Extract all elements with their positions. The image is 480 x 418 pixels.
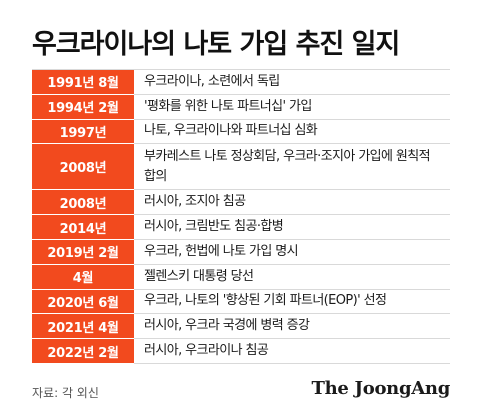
page-title: 우크라이나의 나토 가입 추진 일지 xyxy=(32,29,400,60)
timeline-event: 부카레스트 나토 정상회담, 우크라·조지아 가입에 원칙적 합의 xyxy=(144,148,431,184)
timeline-date: 2020년 6월 xyxy=(32,289,134,315)
timeline-date: 2008년 xyxy=(32,190,134,216)
timeline-event: 나토, 우크라이나와 파트너십 심화 xyxy=(144,123,318,139)
timeline-date: 2021년 4월 xyxy=(32,314,134,340)
timeline-row: 2020년 6월 우크라, 나토의 '향상된 기회 파트너(EOP)' 선정 xyxy=(32,289,450,315)
timeline-date: 1997년 xyxy=(32,119,134,145)
timeline-date: 2014년 xyxy=(32,215,134,240)
timeline-date: 2022년 2월 xyxy=(32,339,134,364)
timeline-date: 1994년 2월 xyxy=(32,94,134,120)
timeline-event: 우크라, 나토의 '향상된 기회 파트너(EOP)' 선정 xyxy=(144,293,387,309)
timeline-date: 1991년 8월 xyxy=(32,70,134,95)
timeline-event: 러시아, 우크라 국경에 병력 증강 xyxy=(144,318,310,334)
timeline-event: 러시아, 크림반도 침공·합병 xyxy=(144,219,284,235)
source-note: 자료: 각 외신 xyxy=(32,386,99,400)
timeline-row: 2022년 2월 러시아, 우크라이나 침공 xyxy=(32,339,450,364)
timeline-date: 2019년 2월 xyxy=(32,239,134,265)
timeline-event: 러시아, 우크라이나 침공 xyxy=(144,343,269,359)
timeline-row: 2008년 러시아, 조지아 침공 xyxy=(32,190,450,216)
timeline-row: 1994년 2월 '평화를 위한 나토 파트너십' 가입 xyxy=(32,94,450,120)
publisher-logo: The JoongAng xyxy=(311,378,451,399)
timeline-row: 2019년 2월 우크라, 헌법에 나토 가입 명시 xyxy=(32,239,450,265)
timeline-row: 2008년 부카레스트 나토 정상회담, 우크라·조지아 가입에 원칙적 합의 xyxy=(32,144,450,191)
timeline-date: 4월 xyxy=(32,264,134,290)
timeline-event: 러시아, 조지아 침공 xyxy=(144,194,246,210)
timeline-event: 젤렌스키 대통령 당선 xyxy=(144,268,254,284)
timeline-row: 1991년 8월 우크라이나, 소련에서 독립 xyxy=(32,69,450,95)
timeline-event: 우크라, 헌법에 나토 가입 명시 xyxy=(144,243,299,259)
timeline-event: '평화를 위한 나토 파트너십' 가입 xyxy=(144,98,312,114)
timeline-row: 2021년 4월 러시아, 우크라 국경에 병력 증강 xyxy=(32,314,450,340)
timeline-table: 1991년 8월 우크라이나, 소련에서 독립 1994년 2월 '평화를 위한… xyxy=(32,69,450,364)
timeline-row: 1997년 나토, 우크라이나와 파트너십 심화 xyxy=(32,119,450,145)
timeline-row: 4월 젤렌스키 대통령 당선 xyxy=(32,264,450,290)
timeline-event: 우크라이나, 소련에서 독립 xyxy=(144,73,280,89)
timeline-date: 2008년 xyxy=(32,144,134,191)
timeline-row: 2014년 러시아, 크림반도 침공·합병 xyxy=(32,215,450,240)
